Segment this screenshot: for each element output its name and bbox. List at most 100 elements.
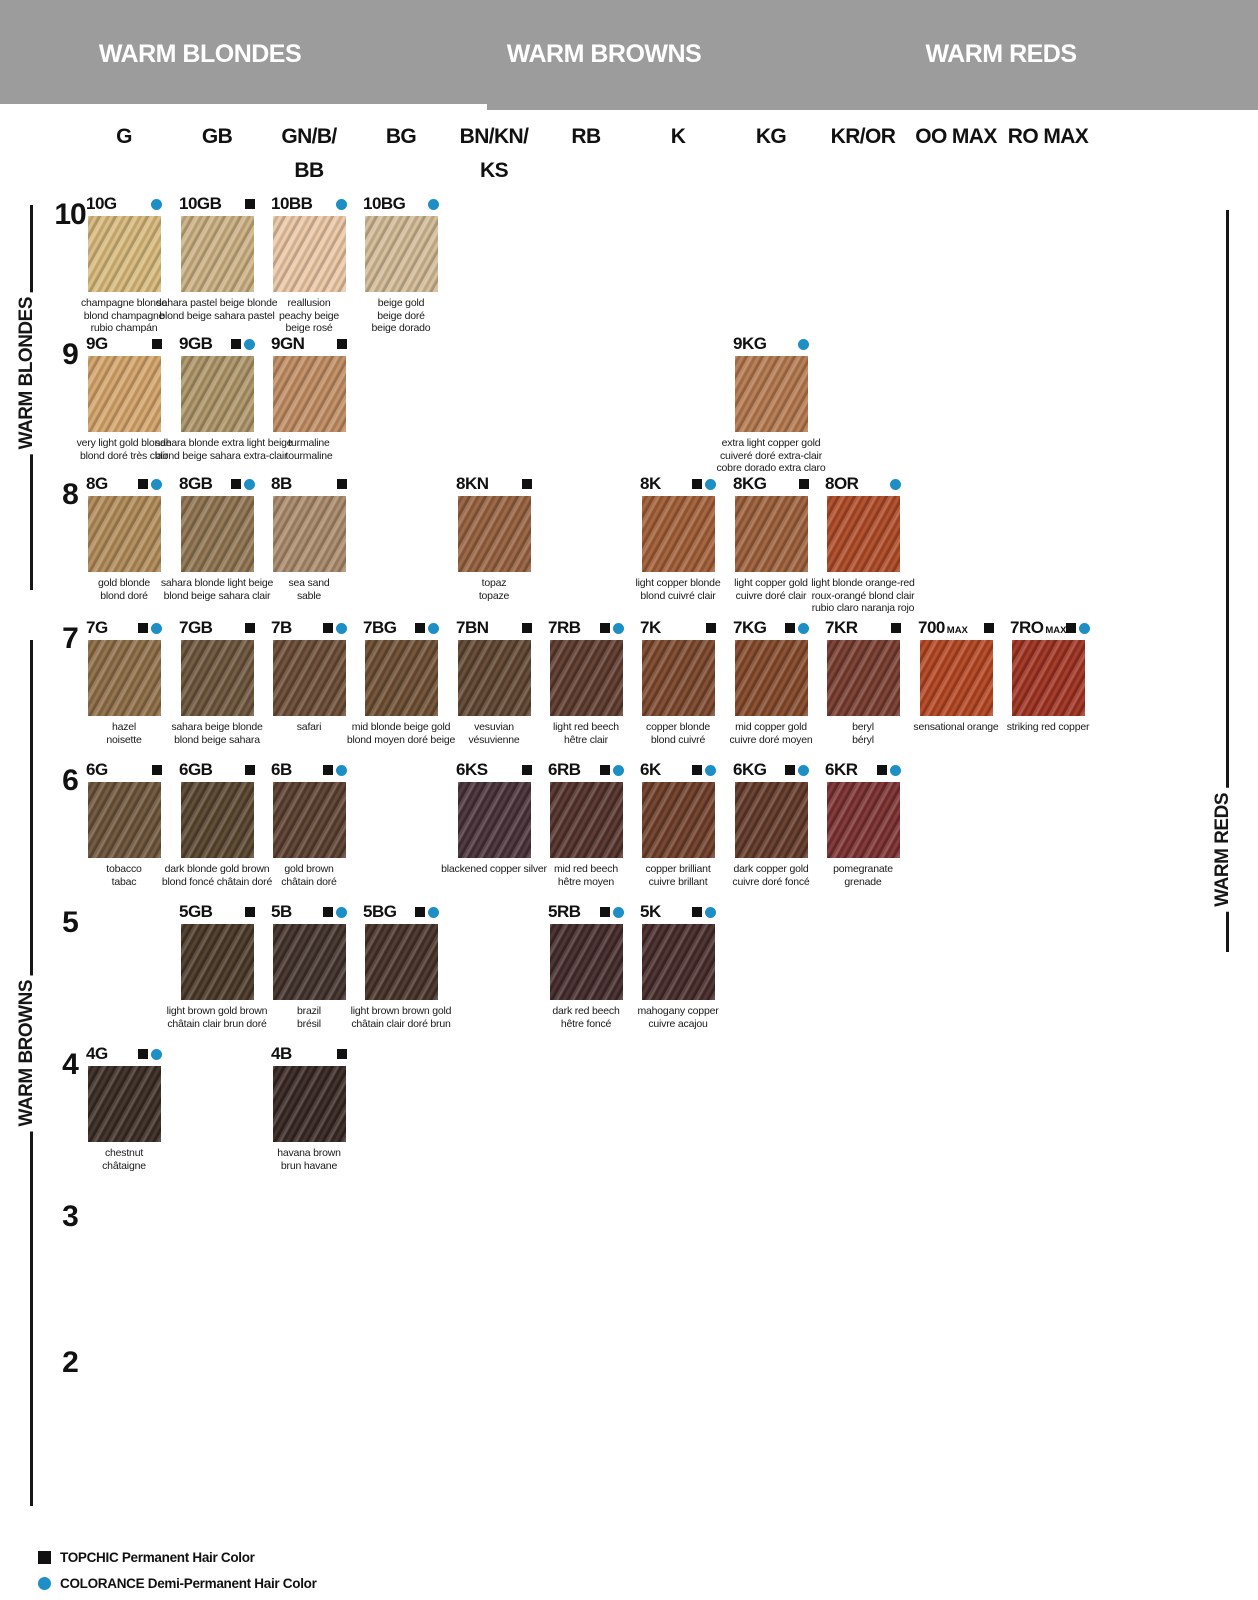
product-markers: [798, 338, 809, 350]
warm-browns-side-label: WARM BROWNS: [16, 975, 38, 1132]
hair-color-swatch: [457, 782, 531, 858]
swatch-head: 5B: [271, 902, 347, 921]
shade-names: pomegranate grenade: [833, 863, 893, 888]
shade-names: light copper blonde blond cuivré clair: [635, 577, 721, 602]
topchic-square-icon: [522, 765, 532, 775]
colorance-dot-icon: [613, 764, 624, 776]
colorance-dot-icon: [336, 198, 347, 210]
hair-color-swatch: [272, 496, 346, 572]
warm-reds-side-label: WARM REDS: [1212, 788, 1234, 912]
header-band-left: [0, 0, 487, 104]
shade-names: beryl béryl: [852, 721, 874, 746]
topchic-square-icon: [337, 339, 347, 349]
colorance-dot-icon: [798, 764, 809, 776]
swatch-head: 6KS: [456, 760, 532, 779]
colorance-dot-icon: [705, 906, 716, 918]
legend-colorance-label: COLORANCE Demi-Permanent Hair Color: [60, 1576, 317, 1591]
shade-code: 5RB: [548, 902, 581, 921]
shade-code: 10BB: [271, 194, 313, 213]
swatch-head: 7G: [86, 618, 162, 637]
hair-color-swatch: [549, 782, 623, 858]
shade-names: turmaline tourmaline: [285, 437, 333, 462]
colorance-dot-icon: [336, 906, 347, 918]
colorance-dot-icon: [798, 622, 809, 634]
swatch-cell-6g: 6G tobacco tabac: [62, 760, 186, 888]
shade-code: 7G: [86, 618, 108, 637]
swatch-head: 4G: [86, 1044, 162, 1063]
topchic-square-icon: [245, 765, 255, 775]
shade-names: sahara blonde light beige blond beige sah…: [160, 577, 274, 602]
shade-names: copper brilliant cuivre brillant: [645, 863, 711, 888]
row-level-9: 9: [62, 338, 79, 371]
section-title-warm-blondes: WARM BLONDES: [98, 40, 302, 68]
swatch-cell-6k: 6K copper brilliant cuivre brillant: [616, 760, 740, 888]
product-markers: [323, 622, 347, 634]
shade-names: sea sand sable: [288, 577, 330, 602]
swatch-head: 7BN: [456, 618, 532, 637]
hair-color-swatch: [641, 640, 715, 716]
swatch-head: 8B: [271, 474, 347, 493]
shade-names: havana brown brun havane: [277, 1147, 341, 1172]
swatch-head: 7B: [271, 618, 347, 637]
shade-code: 4G: [86, 1044, 108, 1063]
topchic-square-icon: [415, 907, 425, 917]
swatch-head: 700 MAX: [918, 618, 994, 637]
product-markers: [522, 479, 532, 489]
hair-color-swatch: [734, 640, 808, 716]
shade-names: light red beech hêtre clair: [553, 721, 619, 746]
topchic-square-icon: [785, 765, 795, 775]
colorance-dot-icon: [151, 622, 162, 634]
column-header-bg: BG: [385, 125, 417, 148]
swatch-head: 8OR: [825, 474, 901, 493]
shade-names: light brown brown gold châtain clair doré…: [350, 1005, 452, 1030]
hair-color-swatch: [87, 782, 161, 858]
hair-color-swatch: [180, 356, 254, 432]
colorance-dot-icon: [613, 622, 624, 634]
product-markers: [600, 906, 624, 918]
product-markers: [337, 1049, 347, 1059]
topchic-square-icon: [522, 479, 532, 489]
column-header-gb: GB: [201, 125, 233, 148]
shade-names: dark copper gold cuivre doré foncé: [732, 863, 810, 888]
product-markers: [245, 765, 255, 775]
shade-names: light blonde orange-red roux-orangé blond…: [811, 577, 915, 614]
swatch-head: 7KR: [825, 618, 901, 637]
swatch-cell-10bg: 10BG beige gold beige doré beige dorado: [339, 194, 463, 335]
swatch-cell-6kg: 6KG dark copper gold cuivre doré foncé: [709, 760, 833, 888]
warm-blondes-side-label: WARM BLONDES: [16, 292, 38, 455]
column-header-kg: KG: [755, 125, 787, 148]
swatch-cell-7romax: 7RO MAX striking red copper: [986, 618, 1110, 734]
section-title-warm-browns: WARM BROWNS: [506, 40, 702, 68]
swatch-cell-4b: 4B havana brown brun havane: [247, 1044, 371, 1172]
swatch-head: 9GB: [179, 334, 255, 353]
topchic-square-icon: [337, 1049, 347, 1059]
colorance-dot-icon: [38, 1577, 51, 1590]
shade-names: hazel noisette: [106, 721, 142, 746]
swatch-head: 8KG: [733, 474, 809, 493]
product-markers: [337, 339, 347, 349]
swatch-cell-7gb: 7GB sahara beige blonde blond beige sahar…: [155, 618, 279, 746]
shade-names: chestnut châtaigne: [102, 1147, 146, 1172]
column-header-bn-kn: BN/KN/KS: [459, 125, 529, 182]
shade-names: gold blonde blond doré: [97, 577, 151, 602]
hair-color-swatch: [87, 356, 161, 432]
colorance-dot-icon: [428, 198, 439, 210]
product-markers: [138, 478, 162, 490]
swatch-head: 6K: [640, 760, 716, 779]
shade-code: 9GN: [271, 334, 305, 353]
shade-names: reallusion peachy beige beige rosé: [278, 297, 340, 334]
swatch-head: 7RO MAX: [1010, 618, 1091, 637]
swatch-cell-10g: 10G champagne blonde blond champagne rubio…: [62, 194, 186, 335]
product-markers: [152, 339, 162, 349]
shade-code: 8GB: [179, 474, 213, 493]
topchic-square-icon: [337, 479, 347, 489]
hair-color-swatch: [180, 782, 254, 858]
swatch-head: 6KR: [825, 760, 901, 779]
row-level-8: 8: [62, 478, 79, 511]
swatch-head: 8GB: [179, 474, 255, 493]
hair-color-swatch: [272, 782, 346, 858]
shade-code: 6K: [640, 760, 661, 779]
colorance-dot-icon: [336, 622, 347, 634]
legend-topchic: TOPCHIC Permanent Hair Color: [38, 1550, 255, 1565]
swatch-cell-10bb: 10BB reallusion peachy beige beige rosé: [247, 194, 371, 335]
